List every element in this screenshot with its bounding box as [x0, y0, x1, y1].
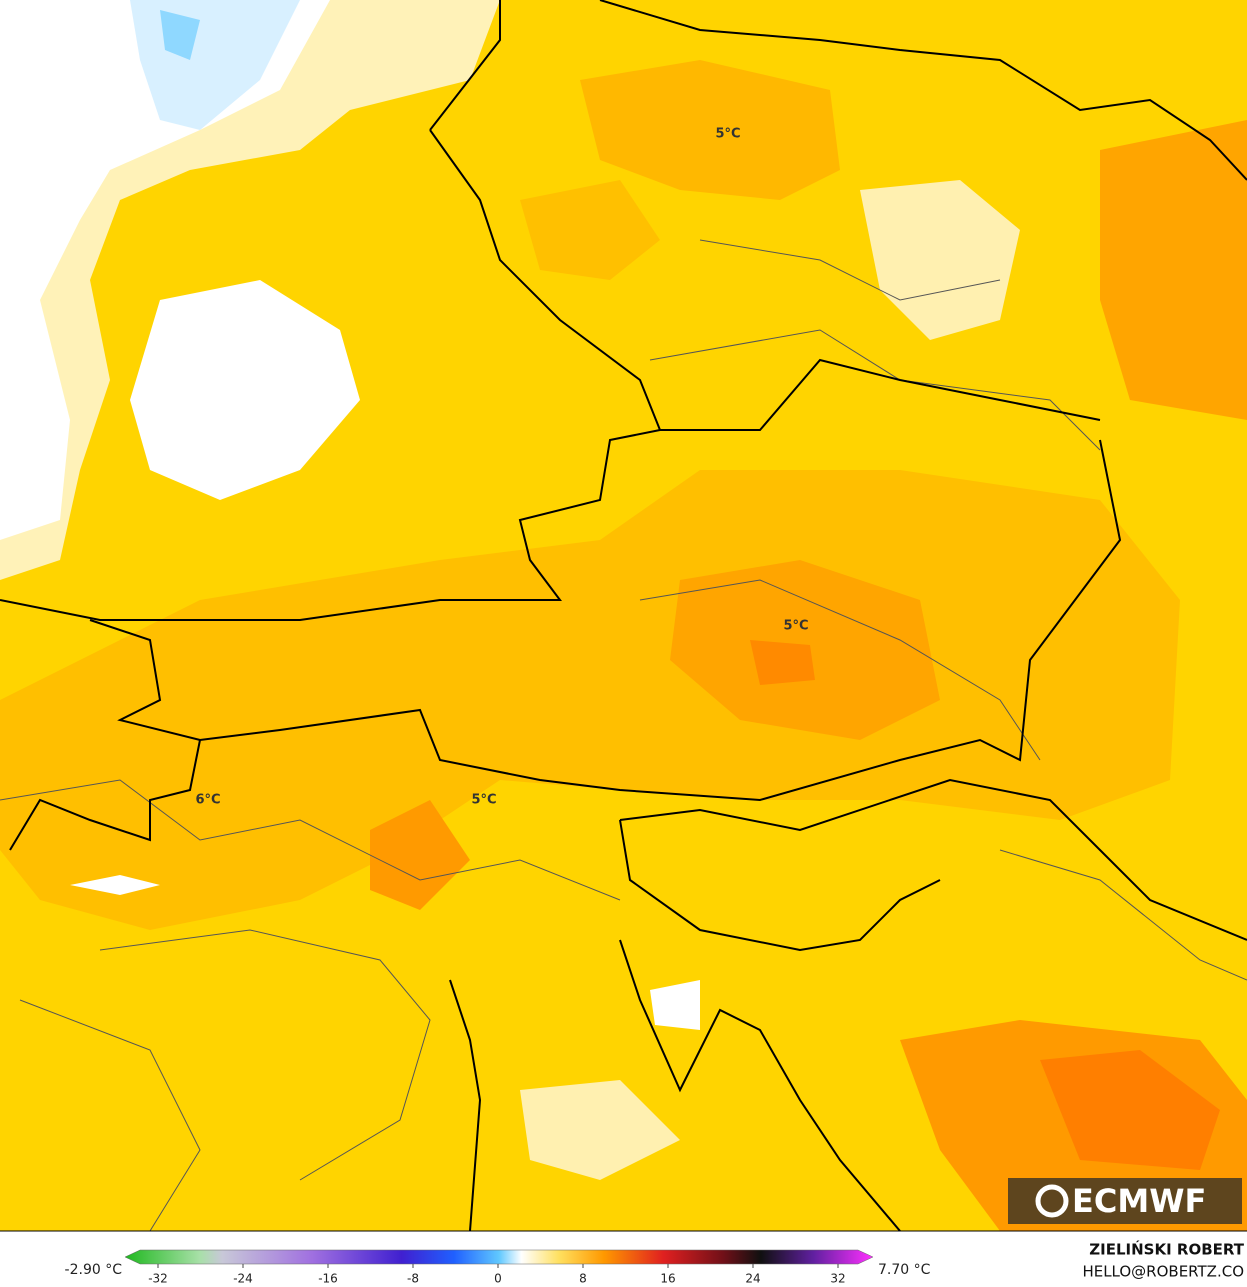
contour-label: 5°C	[783, 619, 808, 634]
white-area	[0, 0, 330, 540]
warmer-area	[1100, 120, 1247, 420]
colorbar-tick-label: -32	[148, 1272, 168, 1286]
white-area	[70, 875, 160, 895]
map: 5°C 5°C 5°C 6°C ECMWF	[0, 0, 1247, 1231]
pale-area	[520, 1080, 680, 1180]
contour-label: 5°C	[471, 793, 496, 808]
cold-core	[160, 10, 200, 60]
colorbar-tick-label: -16	[318, 1272, 338, 1286]
colorbar-tick-label: 16	[660, 1272, 675, 1286]
colorbar: -2.90 °C 7.70 °C -32 -24 -16 -8 0 8 16 24 32	[65, 1249, 931, 1286]
warm-area	[580, 60, 840, 200]
warmest-area	[1040, 1050, 1220, 1170]
regional-borders	[0, 239, 1247, 1231]
logo-icon	[1035, 1184, 1069, 1218]
white-area	[650, 980, 700, 1030]
min-label: -2.90 °C	[65, 1262, 123, 1278]
warm-area	[0, 470, 1180, 930]
country-borders	[0, 0, 1247, 1231]
colorbar-tick-label: 0	[494, 1272, 502, 1286]
author: ZIELIŃSKI ROBERT	[1089, 1240, 1244, 1259]
white-area	[130, 280, 360, 500]
logo: ECMWF	[1008, 1178, 1242, 1224]
colorbar-bar	[124, 1249, 874, 1265]
warmest-area	[750, 640, 815, 685]
warmer-area	[370, 800, 470, 910]
colorbar-tick-label: 24	[745, 1272, 760, 1286]
colorbar-tick-label: -24	[233, 1272, 253, 1286]
contour-label: 6°C	[195, 793, 220, 808]
logo-text: ECMWF	[1072, 1182, 1206, 1220]
colorbar-tick-label: -8	[407, 1272, 419, 1286]
contour-labels: 5°C 5°C 5°C 6°C	[195, 127, 808, 808]
contact: HELLO@ROBERTZ.CO	[1082, 1263, 1244, 1281]
contour-label: 5°C	[715, 127, 740, 142]
colorbar-tick-label: 8	[579, 1272, 587, 1286]
warm-area	[520, 180, 660, 280]
max-label: 7.70 °C	[878, 1262, 931, 1278]
colorbar-tick-label: 32	[830, 1272, 845, 1286]
